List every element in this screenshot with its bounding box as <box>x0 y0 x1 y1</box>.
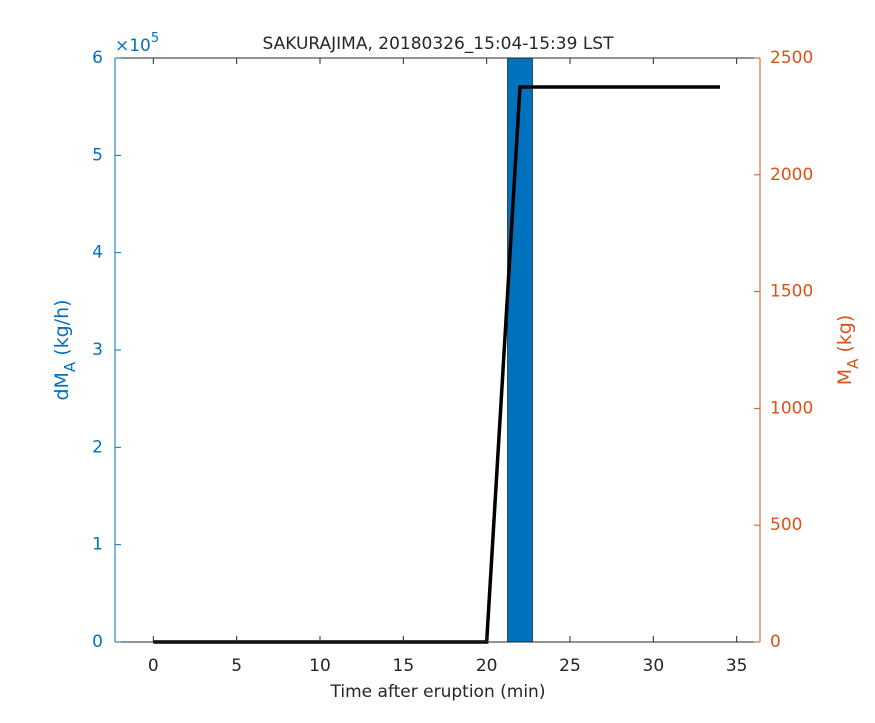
y2-tick-label: 1000 <box>770 398 813 418</box>
y2-axis-label-sub: A <box>844 358 862 369</box>
chart-title: SAKURAJIMA, 20180326_15:04-15:39 LST <box>263 34 615 54</box>
y-multiplier-base: ×10 <box>115 36 151 56</box>
bar <box>507 57 533 643</box>
y2-axis-label: MA (kg) <box>834 315 862 386</box>
y2-axis-label-main: M <box>834 369 856 385</box>
y-tick-label: 2 <box>92 437 103 457</box>
y-axis-label-main: dM <box>51 372 73 400</box>
x-tick-label: 0 <box>148 656 159 676</box>
y-axis-label: dMA (kg/h) <box>51 299 79 400</box>
y-tick-label: 3 <box>92 340 103 360</box>
y-tick-label: 0 <box>92 632 103 652</box>
x-tick-label: 25 <box>559 656 581 676</box>
y-tick-label: 5 <box>92 145 103 165</box>
y-axis-label-sub: A <box>61 361 79 372</box>
y2-tick-label: 2500 <box>770 48 813 68</box>
x-tick-label: 10 <box>309 656 331 676</box>
y-multiplier: ×105 <box>115 31 159 57</box>
y2-axis-label-unit: (kg) <box>834 315 856 353</box>
y2-tick-label: 1500 <box>770 282 813 302</box>
y2-tick-label: 2000 <box>770 165 813 185</box>
x-tick-label: 35 <box>726 656 748 676</box>
x-tick-label: 5 <box>231 656 242 676</box>
y-tick-label: 4 <box>92 243 103 263</box>
x-axis-label: Time after eruption (min) <box>330 682 546 702</box>
y-tick-label: 6 <box>92 48 103 68</box>
x-tick-label: 20 <box>476 656 498 676</box>
x-tick-label: 30 <box>643 656 665 676</box>
y-tick-label: 1 <box>92 535 103 555</box>
line <box>153 85 720 644</box>
y2-tick-label: 500 <box>770 515 802 535</box>
y-multiplier-exp: 5 <box>151 31 159 46</box>
x-tick-label: 15 <box>393 656 415 676</box>
y2-tick-label: 0 <box>770 632 781 652</box>
y-axis-label-unit: (kg/h) <box>51 299 73 355</box>
